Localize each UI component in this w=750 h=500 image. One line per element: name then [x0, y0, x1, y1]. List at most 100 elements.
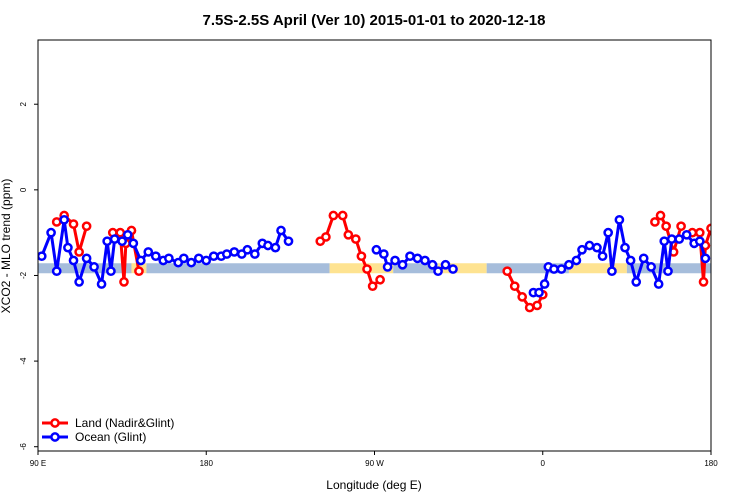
land-point [367, 281, 378, 292]
ocean-point [646, 262, 657, 272]
ocean-point [659, 236, 670, 247]
ocean-point [128, 238, 139, 249]
ocean-point [150, 251, 161, 262]
land-point [51, 217, 62, 227]
ocean-point [603, 227, 614, 238]
ocean-point [164, 253, 174, 264]
ocean-point [89, 262, 99, 272]
ocean-point [427, 259, 438, 270]
ocean-point [186, 257, 197, 268]
land-point [134, 266, 144, 277]
ocean-point [584, 240, 595, 251]
ocean-point [412, 253, 423, 264]
ocean-point [625, 255, 636, 266]
ocean-point [614, 214, 625, 225]
y-tick-label: -6 [19, 443, 28, 451]
land-point [119, 277, 129, 287]
land-point [509, 281, 520, 292]
y-tick-label: 0 [19, 187, 28, 192]
y-tick-label: 2 [19, 101, 28, 106]
ocean-point [106, 266, 116, 277]
ocean-point [666, 234, 677, 244]
legend: Land (Nadir&Glint)Ocean (Glint) [42, 416, 174, 444]
ocean-point [440, 259, 451, 270]
ocean-point [51, 266, 62, 277]
land-point [337, 210, 348, 221]
ocean-point [193, 253, 204, 264]
ocean-point [74, 277, 84, 287]
ocean-point [270, 242, 281, 253]
ocean-point [371, 244, 382, 255]
land-point [362, 264, 372, 274]
ocean-point [143, 247, 154, 257]
ocean-point [283, 236, 294, 247]
land-series-line [319, 214, 382, 288]
land-point [343, 229, 354, 240]
x-tick-label: 90 W [365, 459, 384, 468]
ocean-point [122, 229, 133, 240]
legend-ocean-label: Ocean (Glint) [75, 430, 146, 444]
ocean-point [607, 266, 617, 277]
ocean-point [263, 240, 273, 251]
land-point [715, 268, 722, 275]
x-tick-label: 0 [541, 459, 546, 468]
ocean-point [638, 253, 649, 264]
land-point [350, 234, 361, 244]
ocean-point [571, 255, 582, 266]
ocean-point [221, 249, 232, 259]
ocean-point [390, 255, 400, 266]
ocean-point [229, 247, 240, 257]
x-tick-label: 90 E [30, 459, 46, 468]
land-point [650, 217, 660, 227]
ocean-point [397, 259, 408, 270]
ocean-point [276, 225, 286, 236]
land-point [661, 221, 671, 232]
legend-land-marker [50, 418, 60, 428]
ocean-point [433, 266, 443, 277]
ocean-point [663, 266, 673, 277]
ocean-point [46, 227, 56, 238]
land-point [676, 221, 686, 232]
ocean-point [549, 264, 559, 274]
ocean-point [694, 236, 705, 247]
ocean-point [63, 242, 73, 253]
ocean-point [117, 236, 127, 247]
ocean-point [96, 279, 107, 289]
x-tick-label: 180 [704, 459, 718, 468]
axes-ticks: 90 E 180 90 W 0 180 2 0 -2 -4 -6 [19, 101, 718, 468]
legend-land-label: Land (Nadir&Glint) [75, 416, 174, 430]
legend-ocean-marker [50, 432, 60, 442]
ocean-point [674, 234, 685, 244]
ocean-point [564, 259, 574, 270]
land-point [698, 277, 709, 287]
land-point [524, 302, 535, 313]
ocean-point [81, 253, 92, 264]
y-axis-label: XCO2 - MLO trend (ppm) [0, 179, 13, 314]
land-point [115, 227, 126, 238]
y-tick-label: -4 [19, 357, 28, 365]
land-point [694, 227, 705, 238]
land-point [74, 247, 84, 257]
land-point [532, 300, 542, 311]
ocean-point [597, 251, 608, 262]
ocean-point [242, 244, 253, 255]
ocean-point [681, 229, 692, 240]
ocean-point [448, 264, 458, 274]
ocean-point [405, 251, 415, 262]
land-point [502, 266, 513, 277]
ocean-point [556, 264, 567, 274]
ocean-point [68, 255, 79, 266]
land-point [517, 292, 528, 302]
ocean-point [109, 234, 120, 244]
land-point [328, 210, 339, 221]
ocean-point [631, 277, 642, 287]
land-point [356, 251, 367, 262]
ocean-point [700, 253, 711, 264]
chart-title: 7.5S-2.5S April (Ver 10) 2015-01-01 to 2… [203, 12, 546, 29]
land-point [375, 274, 385, 285]
ocean-point [201, 255, 212, 266]
y-tick-label: -2 [19, 271, 28, 279]
land-point [321, 232, 331, 242]
ocean-point [378, 249, 389, 259]
